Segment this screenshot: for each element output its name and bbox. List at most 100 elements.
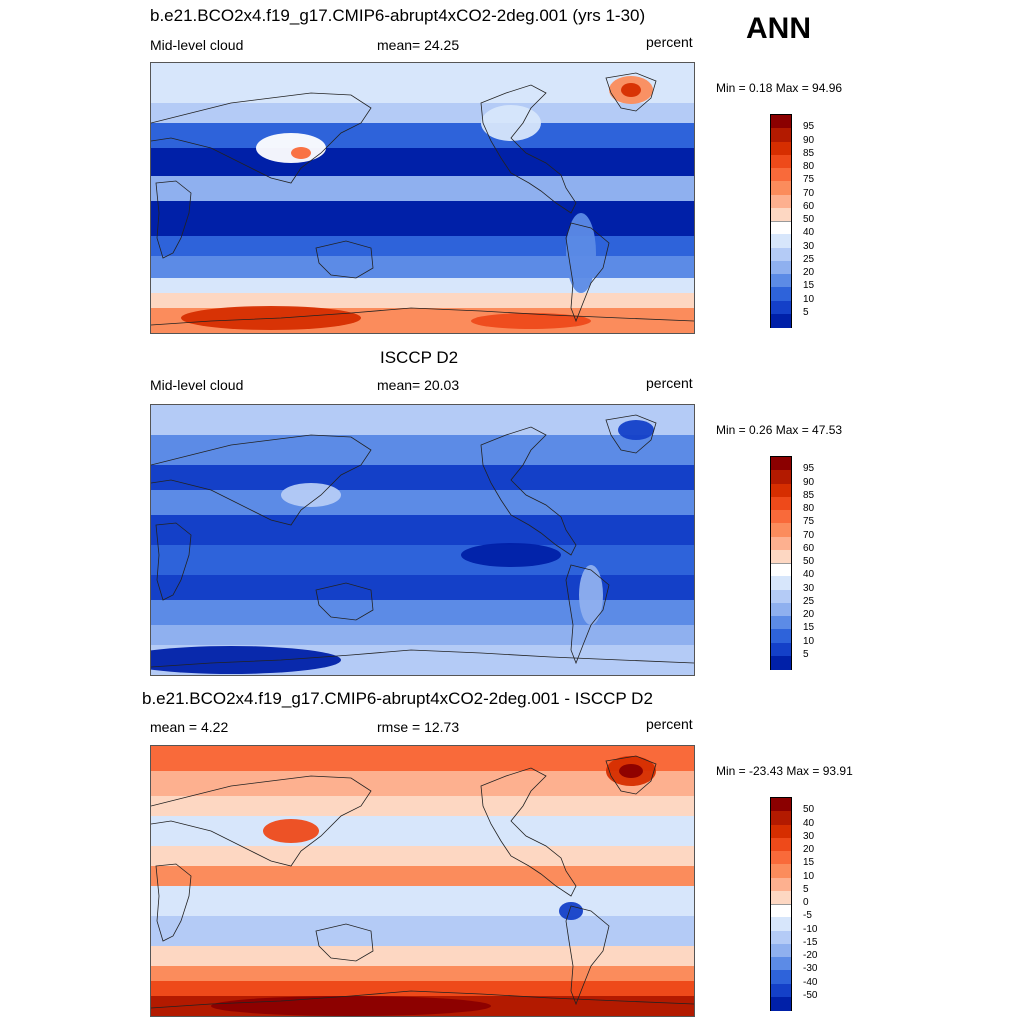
coastline [151, 92, 372, 184]
field-blob [471, 313, 591, 329]
season-label: ANN [746, 12, 811, 45]
colorbar-tick-label: 20 [803, 267, 815, 278]
field-blob [256, 133, 326, 163]
colorbar-tick-label: 90 [803, 476, 815, 488]
colorbar [770, 797, 792, 1011]
coastline [480, 767, 577, 897]
field-band [151, 256, 694, 278]
coastline [605, 755, 657, 795]
colorbar-tick-label: 40 [803, 569, 815, 581]
colorbar-swatch [771, 510, 791, 524]
coastline [151, 307, 694, 326]
colorbar-swatch [771, 917, 791, 931]
colorbar-tick-label: 30 [803, 240, 815, 252]
coastline [605, 72, 657, 112]
colorbar-swatch [771, 523, 791, 537]
field-blob [263, 819, 319, 843]
field-band [151, 435, 694, 465]
coastline [155, 180, 192, 259]
field-blob [621, 83, 641, 97]
colorbar-tick-label: 30 [803, 582, 815, 594]
units-label: percent [646, 34, 693, 50]
colorbar-swatch [771, 300, 791, 315]
colorbar-swatch [771, 616, 791, 630]
colorbar-swatch [771, 115, 791, 129]
field-blob [281, 483, 341, 507]
coastline [155, 522, 192, 601]
colorbar-swatch [771, 983, 791, 998]
map-obs [150, 404, 695, 676]
colorbar-tick-label: 0 [803, 897, 809, 908]
coastline [565, 222, 610, 323]
colorbar-swatch [771, 837, 791, 852]
colorbar-swatch [771, 154, 791, 169]
colorbar-tick-label: 60 [803, 542, 815, 554]
colorbar-tick-label: 40 [803, 817, 815, 829]
map-model [150, 62, 695, 334]
rmse-label: rmse = 12.73 [377, 719, 460, 735]
colorbar-tick-label: 50 [803, 214, 815, 225]
field-band [151, 236, 694, 256]
colorbar-swatch [771, 141, 791, 156]
colorbar-swatch [771, 798, 791, 812]
field-band [151, 405, 694, 435]
colorbar-tick-label: 10 [803, 870, 815, 882]
colorbar-tick-label: -10 [803, 923, 818, 935]
colorbar-tick-label: 10 [803, 635, 815, 647]
colorbar-tick-label: 15 [803, 857, 815, 869]
units-label: percent [646, 716, 693, 732]
colorbar-tick-label: 95 [803, 463, 815, 475]
coastline [480, 84, 577, 214]
colorbar-swatch [771, 890, 791, 905]
panel-title: b.e21.BCO2x4.f19_g17.CMIP6-abrupt4xCO2-2… [142, 689, 653, 708]
colorbar-swatch [771, 536, 791, 551]
colorbar-tick-label: -15 [803, 936, 818, 948]
colorbar-swatch [771, 483, 791, 498]
field-band [151, 490, 694, 515]
variable-label: Mid-level cloud [150, 37, 244, 53]
colorbar-tick-label: -30 [803, 963, 818, 975]
colorbar-swatch [771, 930, 791, 945]
colorbar-swatch [771, 207, 791, 222]
field-blob [481, 105, 541, 141]
colorbar-swatch [771, 576, 791, 590]
field-blob [618, 420, 654, 440]
colorbar-swatch [771, 181, 791, 195]
field-band [151, 148, 694, 176]
field-band [151, 278, 694, 293]
mean-label: mean= 20.03 [377, 377, 460, 393]
colorbar-swatch [771, 996, 791, 1011]
field-band [151, 293, 694, 308]
field-band [151, 103, 694, 123]
colorbar-swatch [771, 247, 791, 262]
colorbar-tick-label: 50 [803, 804, 815, 816]
field-band [151, 625, 694, 645]
field-blob [461, 543, 561, 567]
coastline [151, 990, 694, 1009]
field-band [151, 771, 694, 796]
colorbar-tick-label: 75 [803, 516, 815, 528]
colorbar-swatch [771, 811, 791, 825]
colorbar-swatch [771, 274, 791, 288]
field-band [151, 916, 694, 946]
field-blob [181, 306, 361, 330]
colorbar-tick-label: 80 [803, 161, 815, 172]
field-band [151, 746, 694, 771]
field-blob [566, 213, 596, 293]
colorbar-tick-label: 95 [803, 121, 815, 133]
colorbar-swatch [771, 313, 791, 328]
mean-label: mean = 4.22 [150, 719, 229, 735]
colorbar-tick-label: 15 [803, 622, 815, 634]
field-band [151, 816, 694, 846]
min-max-label: Min = 0.26 Max = 47.53 [716, 423, 843, 437]
coastline [480, 426, 577, 556]
colorbar-tick-label: -50 [803, 989, 818, 1001]
coastline [605, 414, 657, 454]
colorbar-swatch [771, 824, 791, 839]
colorbar-swatch [771, 457, 791, 471]
colorbar-swatch [771, 970, 791, 984]
coastline [151, 649, 694, 668]
colorbar-tick-label: 75 [803, 174, 815, 186]
field-band [151, 866, 694, 886]
colorbar-tick-label: 70 [803, 529, 815, 541]
